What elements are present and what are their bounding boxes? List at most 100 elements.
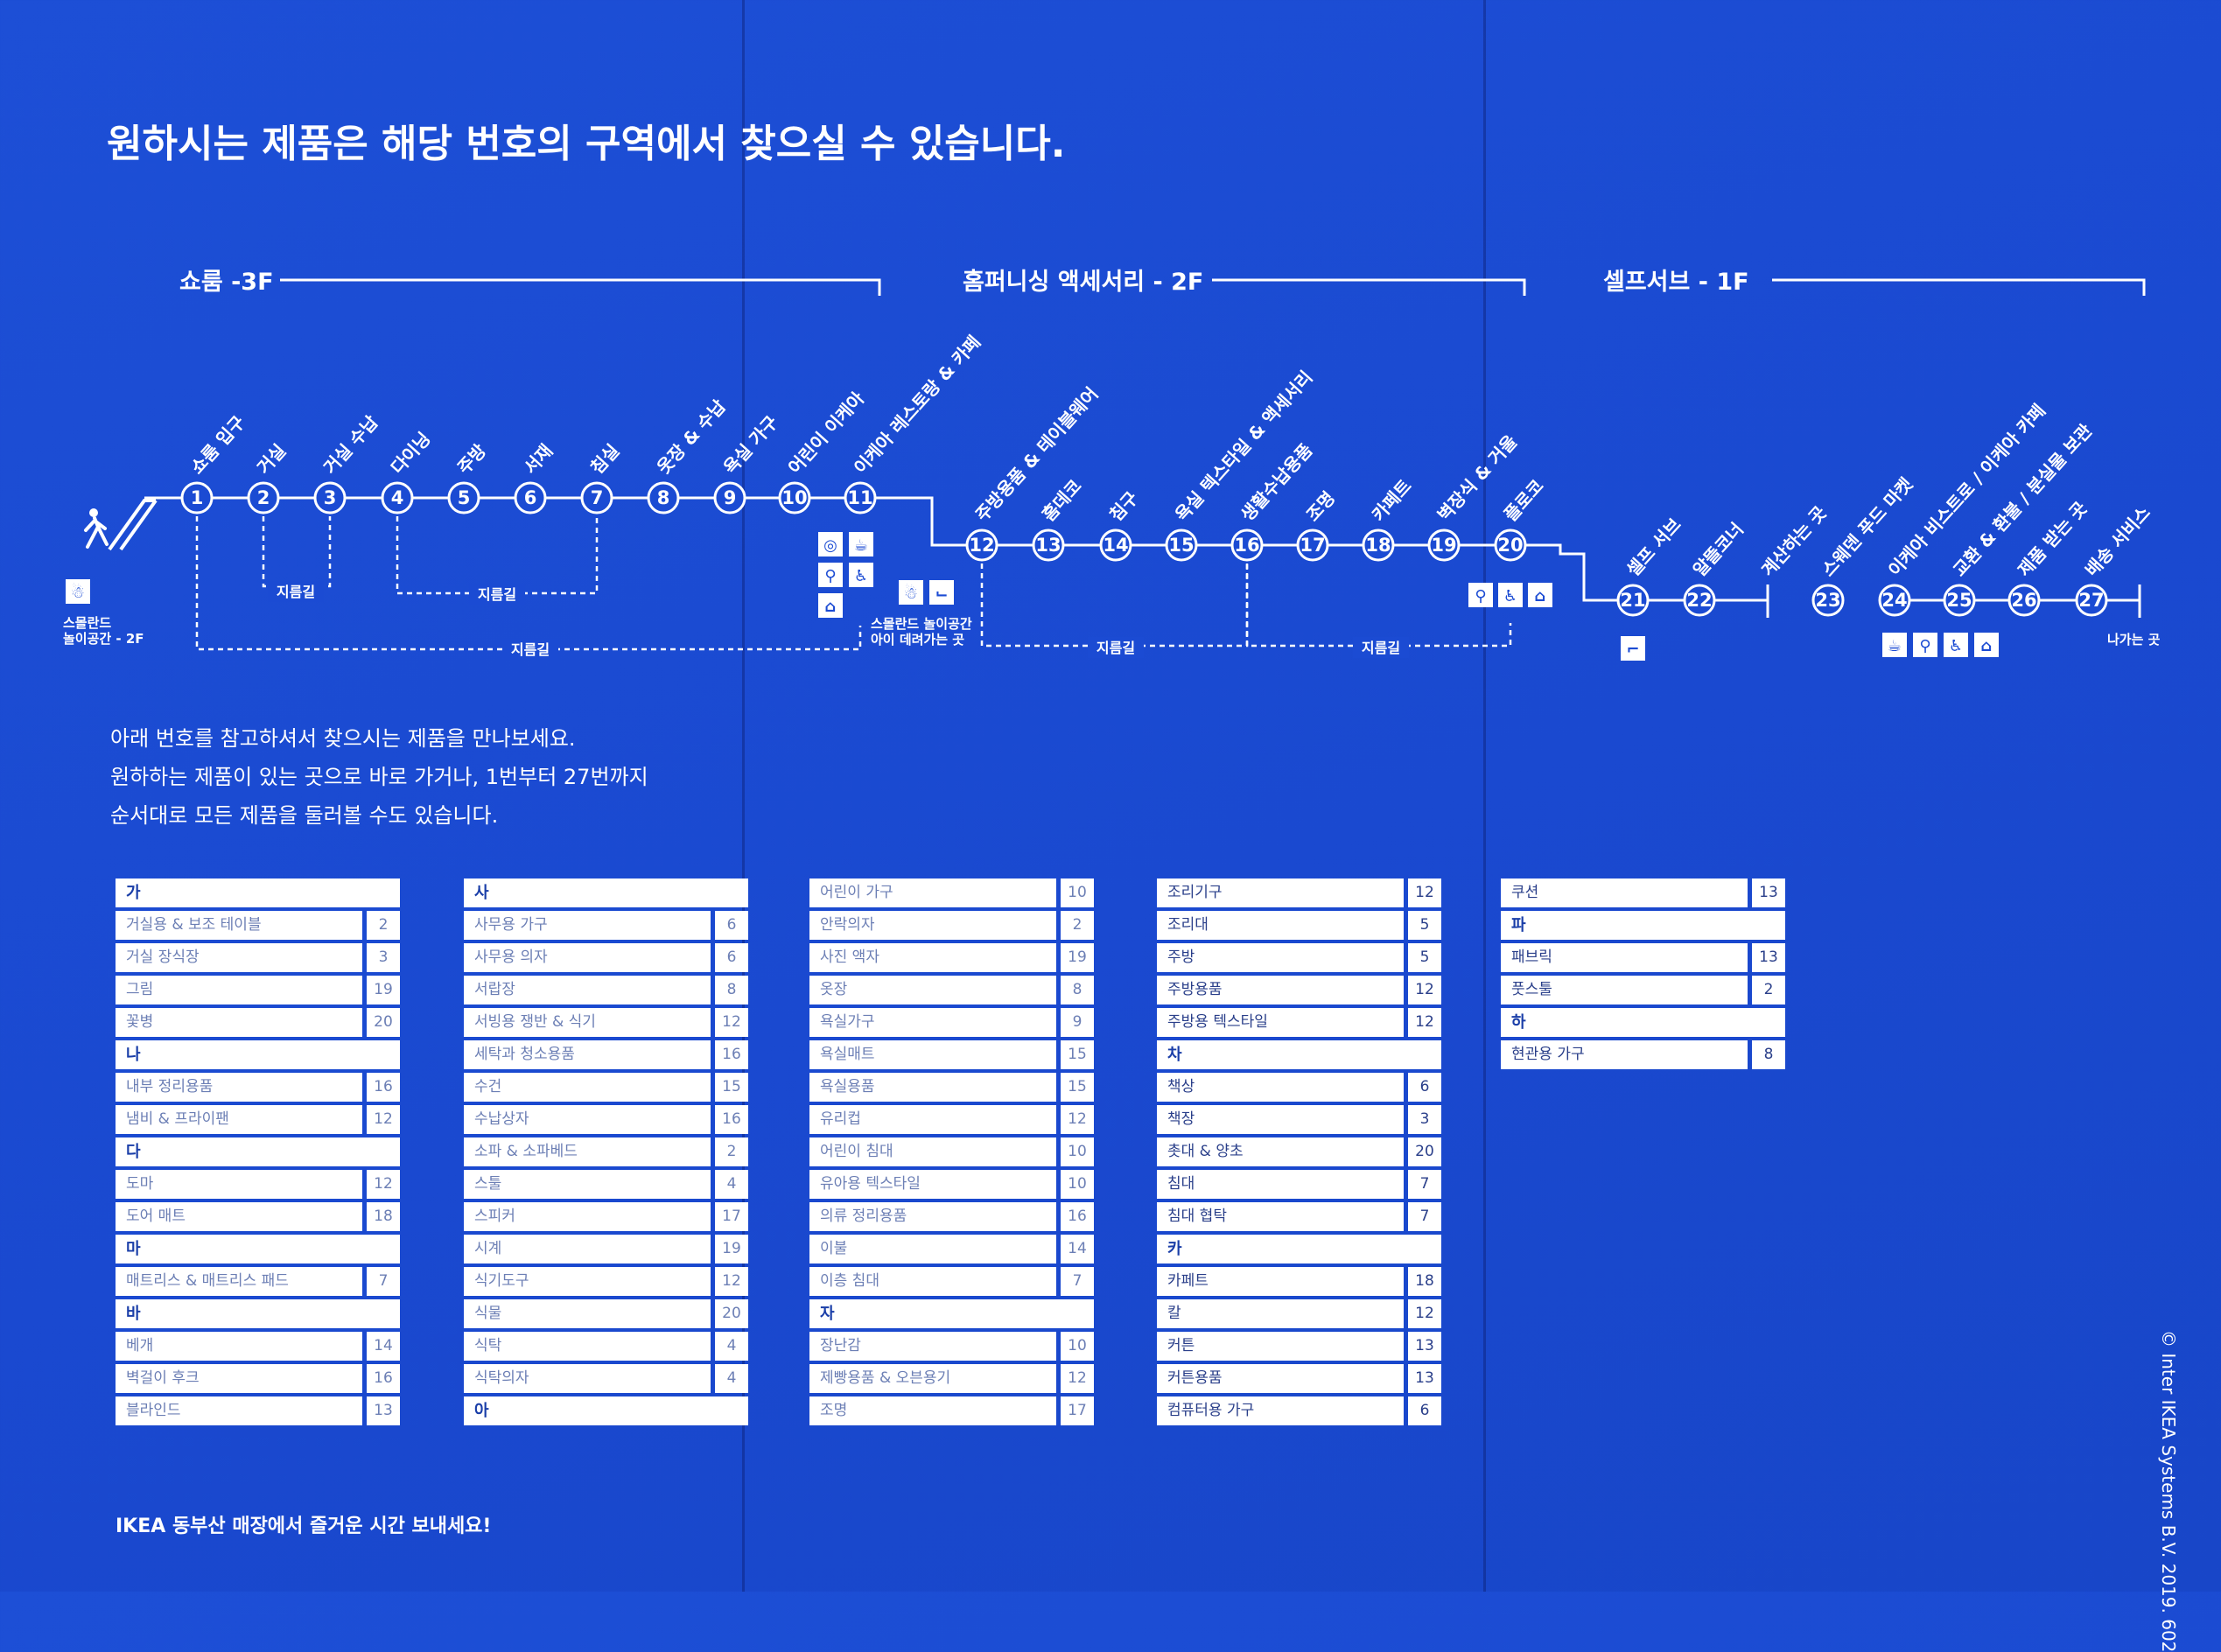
- index-product-name: 식물: [464, 1299, 711, 1328]
- kids-area-3f-line-2: 아이 데려가는 곳: [871, 632, 964, 648]
- index-row: 칼 12: [1157, 1299, 1441, 1328]
- index-zone-number: 15: [715, 1073, 748, 1102]
- fold-line-left: [742, 0, 745, 1592]
- index-row: 서빙용 쟁반 & 식기 12: [464, 1008, 748, 1037]
- index-product-name: 카페트: [1157, 1267, 1404, 1296]
- station-1-number: 1: [191, 487, 204, 508]
- station-27-number: 27: [2078, 590, 2104, 611]
- kids-area-2f-line-2: 놀이공간 - 2F: [63, 631, 144, 647]
- station-22-number: 22: [1686, 590, 1712, 611]
- index-zone-number: 7: [1408, 1170, 1441, 1199]
- index-product-name: 침대: [1157, 1170, 1404, 1199]
- index-product-name: 풋스툴: [1501, 976, 1748, 1004]
- index-row: 욕실매트 15: [809, 1040, 1094, 1069]
- station-21-number: 21: [1620, 590, 1645, 611]
- index-zone-number: 20: [1408, 1138, 1441, 1166]
- station-label-4: 다이닝: [387, 428, 435, 478]
- index-row: 카페트 18: [1157, 1267, 1441, 1296]
- index-product-name: 이층 침대: [809, 1267, 1056, 1296]
- index-product-name: 꽃병: [116, 1008, 362, 1037]
- index-zone-number: 16: [1061, 1202, 1094, 1231]
- index-zone-number: 2: [1752, 976, 1785, 1004]
- index-letter: 아: [464, 1396, 748, 1425]
- index-row: 조리기구 12: [1157, 878, 1441, 907]
- station-19-number: 19: [1431, 535, 1456, 556]
- index-letter-header: 사: [464, 878, 748, 907]
- index-product-name: 사무용 의자: [464, 943, 711, 972]
- station-14-marker: [1099, 528, 1132, 562]
- station-label-22: 알뜰코너: [1689, 519, 1748, 581]
- index-row: 책장 3: [1157, 1105, 1441, 1134]
- station-2-marker: [247, 481, 280, 514]
- index-letter: 가: [116, 878, 400, 907]
- index-product-name: 유아용 텍스타일: [809, 1170, 1056, 1199]
- station-3-marker: [313, 481, 347, 514]
- index-zone-number: 9: [1061, 1008, 1094, 1037]
- index-row: 촛대 & 양초 20: [1157, 1138, 1441, 1166]
- index-product-name: 수납상자: [464, 1105, 711, 1134]
- section-title-self-serve: 셀프서브 - 1F: [1603, 269, 1749, 296]
- station-8-marker: [647, 481, 680, 514]
- index-letter: 카: [1157, 1235, 1441, 1264]
- index-row: 커튼 13: [1157, 1332, 1441, 1361]
- index-product-name: 옷장: [809, 976, 1056, 1004]
- index-product-name: 안락의자: [809, 911, 1056, 940]
- index-letter-header: 나: [116, 1040, 400, 1069]
- station-7-marker: [580, 481, 613, 514]
- index-row: 패브릭 13: [1501, 943, 1785, 972]
- index-row: 욕실용품 15: [809, 1073, 1094, 1102]
- station-9-number: 9: [724, 487, 737, 508]
- index-row: 베개 14: [116, 1332, 400, 1361]
- index-product-name: 내부 정리용품: [116, 1073, 362, 1102]
- station-8-number: 8: [657, 487, 670, 508]
- index-product-name: 이불: [809, 1235, 1056, 1264]
- index-zone-number: 12: [367, 1170, 400, 1199]
- index-letter: 다: [116, 1138, 400, 1166]
- index-zone-number: 10: [1061, 1170, 1094, 1199]
- index-zone-number: 14: [1061, 1235, 1094, 1264]
- index-letter: 파: [1501, 911, 1785, 940]
- index-letter: 하: [1501, 1008, 1785, 1037]
- station-label-8: 옷장 & 수납: [653, 396, 730, 479]
- index-zone-number: 4: [715, 1170, 748, 1199]
- index-row: 주방용 텍스타일 12: [1157, 1008, 1441, 1037]
- shortcut-label-3: 지름길: [511, 641, 550, 658]
- station-13-marker: [1032, 528, 1065, 562]
- page-title: 원하시는 제품은 해당 번호의 구역에서 찾으실 수 있습니다.: [107, 122, 1066, 166]
- kids-play-icon-3f: ☃: [904, 584, 918, 603]
- index-row: 식물 20: [464, 1299, 748, 1328]
- index-zone-number: 12: [1061, 1105, 1094, 1134]
- index-row: 스툴 4: [464, 1170, 748, 1199]
- station-15-number: 15: [1168, 535, 1194, 556]
- station-2-number: 2: [257, 487, 270, 508]
- index-product-name: 칼: [1157, 1299, 1404, 1328]
- index-row: 사무용 가구 6: [464, 911, 748, 940]
- station-label-6: 서재: [520, 440, 557, 478]
- index-zone-number: 17: [715, 1202, 748, 1231]
- index-zone-number: 18: [1408, 1267, 1441, 1296]
- index-product-name: 벽걸이 후크: [116, 1364, 362, 1393]
- index-product-name: 시계: [464, 1235, 711, 1264]
- index-row: 세탁과 청소용품 16: [464, 1040, 748, 1069]
- index-column-2: 사 사무용 가구 6 사무용 의자 6 서랍장 8 서빙용 쟁반 & 식기 12 세탁과 청소용품…: [464, 878, 748, 1429]
- index-letter: 사: [464, 878, 748, 907]
- station-20-number: 20: [1497, 535, 1523, 556]
- station-20-marker: [1494, 528, 1527, 562]
- index-product-name: 거실 장식장: [116, 943, 362, 972]
- index-zone-number: 2: [367, 911, 400, 940]
- index-row: 이층 침대 7: [809, 1267, 1094, 1296]
- index-column-4: 조리기구 12 조리대 5 주방 5 주방용품 12 주방용 텍스타일 12 차 책상 6 책장 3 촛대 &…: [1157, 878, 1441, 1429]
- baby-care-icon-1f-box: [1974, 633, 1999, 657]
- shortcut-label-bg-5: [1353, 637, 1409, 658]
- index-product-name: 욕실용품: [809, 1073, 1056, 1102]
- index-column-5: 쿠션 13 파 패브릭 13 풋스툴 2 하 현관용 가구 8: [1501, 878, 1785, 1073]
- index-row: 욕실가구 9: [809, 1008, 1094, 1037]
- index-zone-number: 19: [1061, 943, 1094, 972]
- index-product-name: 스피커: [464, 1202, 711, 1231]
- food-icon-box: [818, 532, 843, 556]
- walking-person-head: [89, 508, 98, 517]
- index-zone-number: 16: [367, 1364, 400, 1393]
- index-product-name: 패브릭: [1501, 943, 1748, 972]
- index-product-name: 조리대: [1157, 911, 1404, 940]
- index-letter-header: 카: [1157, 1235, 1441, 1264]
